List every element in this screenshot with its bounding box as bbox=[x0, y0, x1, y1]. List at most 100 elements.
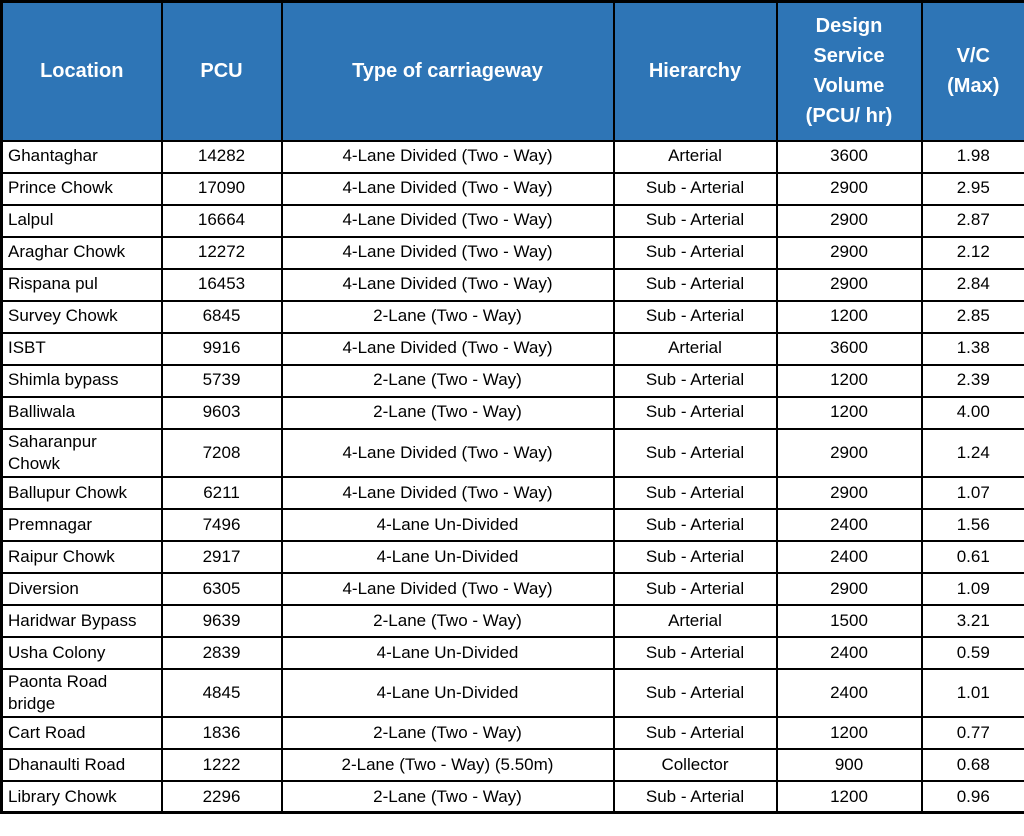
cell-vc-max: 2.95 bbox=[920, 171, 1024, 206]
cell-pcu: 2839 bbox=[160, 635, 283, 670]
cell-pcu: 16664 bbox=[160, 203, 283, 238]
cell-design-service-volume: 1200 bbox=[775, 299, 923, 334]
cell-pcu: 14282 bbox=[160, 139, 283, 174]
cell-location: Usha Colony bbox=[0, 635, 163, 670]
header-row: Location PCU Type of carriageway Hierarc… bbox=[0, 0, 1024, 142]
cell-hierarchy: Arterial bbox=[612, 139, 778, 174]
cell-location: Library Chowk bbox=[0, 779, 163, 814]
cell-design-service-volume: 2900 bbox=[775, 171, 923, 206]
column-header-pcu: PCU bbox=[160, 0, 283, 142]
cell-vc-max: 4.00 bbox=[920, 395, 1024, 430]
cell-design-service-volume: 2900 bbox=[775, 235, 923, 270]
cell-vc-max: 3.21 bbox=[920, 603, 1024, 638]
cell-vc-max: 2.84 bbox=[920, 267, 1024, 302]
table-row: Usha Colony 2839 4-Lane Un-Divided Sub - Ar… bbox=[0, 635, 1024, 670]
cell-hierarchy: Sub - Arterial bbox=[612, 715, 778, 750]
table-row: Raipur Chowk 2917 4-Lane Un-Divided Sub - A… bbox=[0, 539, 1024, 574]
cell-pcu: 6211 bbox=[160, 475, 283, 510]
cell-location: Survey Chowk bbox=[0, 299, 163, 334]
table-row: Ghantaghar 14282 4-Lane Divided (Two - Way… bbox=[0, 139, 1024, 174]
table-row: Saharanpur Chowk 7208 4-Lane Divided (Two … bbox=[0, 427, 1024, 478]
cell-vc-max: 0.59 bbox=[920, 635, 1024, 670]
cell-location: Balliwala bbox=[0, 395, 163, 430]
cell-pcu: 4845 bbox=[160, 667, 283, 718]
cell-carriageway: 2-Lane (Two - Way) bbox=[280, 363, 615, 398]
cell-hierarchy: Sub - Arterial bbox=[612, 363, 778, 398]
cell-hierarchy: Arterial bbox=[612, 331, 778, 366]
table-body: Ghantaghar 14282 4-Lane Divided (Two - Way… bbox=[0, 139, 1024, 814]
cell-carriageway: 4-Lane Divided (Two - Way) bbox=[280, 171, 615, 206]
cell-pcu: 2296 bbox=[160, 779, 283, 814]
cell-location: Ballupur Chowk bbox=[0, 475, 163, 510]
cell-vc-max: 2.12 bbox=[920, 235, 1024, 270]
cell-vc-max: 0.77 bbox=[920, 715, 1024, 750]
cell-pcu: 2917 bbox=[160, 539, 283, 574]
cell-design-service-volume: 3600 bbox=[775, 139, 923, 174]
cell-pcu: 9603 bbox=[160, 395, 283, 430]
table-row: Survey Chowk 6845 2-Lane (Two - Way) Sub - … bbox=[0, 299, 1024, 334]
cell-design-service-volume: 1500 bbox=[775, 603, 923, 638]
table-row: Library Chowk 2296 2-Lane (Two - Way) Sub -… bbox=[0, 779, 1024, 814]
cell-pcu: 9639 bbox=[160, 603, 283, 638]
cell-pcu: 9916 bbox=[160, 331, 283, 366]
cell-location: Araghar Chowk bbox=[0, 235, 163, 270]
cell-hierarchy: Sub - Arterial bbox=[612, 235, 778, 270]
cell-pcu: 1222 bbox=[160, 747, 283, 782]
cell-pcu: 5739 bbox=[160, 363, 283, 398]
cell-vc-max: 0.68 bbox=[920, 747, 1024, 782]
cell-hierarchy: Sub - Arterial bbox=[612, 539, 778, 574]
cell-pcu: 12272 bbox=[160, 235, 283, 270]
cell-carriageway: 2-Lane (Two - Way) bbox=[280, 299, 615, 334]
cell-carriageway: 2-Lane (Two - Way) bbox=[280, 715, 615, 750]
table-row: Diversion 6305 4-Lane Divided (Two - Way) S… bbox=[0, 571, 1024, 606]
cell-design-service-volume: 1200 bbox=[775, 779, 923, 814]
cell-vc-max: 1.01 bbox=[920, 667, 1024, 718]
table-row: Haridwar Bypass 9639 2-Lane (Two - Way) Art… bbox=[0, 603, 1024, 638]
cell-vc-max: 1.24 bbox=[920, 427, 1024, 478]
cell-location: Shimla bypass bbox=[0, 363, 163, 398]
cell-location: Cart Road bbox=[0, 715, 163, 750]
cell-hierarchy: Sub - Arterial bbox=[612, 299, 778, 334]
cell-location: Raipur Chowk bbox=[0, 539, 163, 574]
cell-design-service-volume: 2900 bbox=[775, 203, 923, 238]
cell-design-service-volume: 2900 bbox=[775, 475, 923, 510]
cell-location: Dhanaulti Road bbox=[0, 747, 163, 782]
table-row: Shimla bypass 5739 2-Lane (Two - Way) Sub -… bbox=[0, 363, 1024, 398]
cell-hierarchy: Sub - Arterial bbox=[612, 475, 778, 510]
cell-hierarchy: Sub - Arterial bbox=[612, 267, 778, 302]
cell-carriageway: 4-Lane Divided (Two - Way) bbox=[280, 235, 615, 270]
cell-design-service-volume: 900 bbox=[775, 747, 923, 782]
cell-location: Paonta Road bridge bbox=[0, 667, 163, 718]
cell-design-service-volume: 2400 bbox=[775, 507, 923, 542]
table-row: Prince Chowk 17090 4-Lane Divided (Two - W… bbox=[0, 171, 1024, 206]
cell-hierarchy: Sub - Arterial bbox=[612, 507, 778, 542]
cell-design-service-volume: 1200 bbox=[775, 395, 923, 430]
cell-design-service-volume: 1200 bbox=[775, 715, 923, 750]
cell-vc-max: 1.98 bbox=[920, 139, 1024, 174]
table-row: ISBT 9916 4-Lane Divided (Two - Way) Arteri… bbox=[0, 331, 1024, 366]
cell-carriageway: 4-Lane Divided (Two - Way) bbox=[280, 331, 615, 366]
cell-pcu: 1836 bbox=[160, 715, 283, 750]
cell-design-service-volume: 3600 bbox=[775, 331, 923, 366]
cell-vc-max: 2.39 bbox=[920, 363, 1024, 398]
column-header-carriageway: Type of carriageway bbox=[280, 0, 615, 142]
cell-carriageway: 4-Lane Divided (Two - Way) bbox=[280, 475, 615, 510]
cell-carriageway: 4-Lane Divided (Two - Way) bbox=[280, 571, 615, 606]
table-row: Araghar Chowk 12272 4-Lane Divided (Two - … bbox=[0, 235, 1024, 270]
cell-vc-max: 1.07 bbox=[920, 475, 1024, 510]
cell-location: Lalpul bbox=[0, 203, 163, 238]
cell-pcu: 6305 bbox=[160, 571, 283, 606]
cell-design-service-volume: 2400 bbox=[775, 667, 923, 718]
cell-hierarchy: Sub - Arterial bbox=[612, 635, 778, 670]
cell-pcu: 7496 bbox=[160, 507, 283, 542]
cell-hierarchy: Sub - Arterial bbox=[612, 171, 778, 206]
cell-vc-max: 0.61 bbox=[920, 539, 1024, 574]
cell-vc-max: 2.85 bbox=[920, 299, 1024, 334]
cell-carriageway: 4-Lane Divided (Two - Way) bbox=[280, 203, 615, 238]
cell-location: Prince Chowk bbox=[0, 171, 163, 206]
column-header-vc-max: V/C (Max) bbox=[920, 0, 1024, 142]
cell-design-service-volume: 2400 bbox=[775, 635, 923, 670]
cell-carriageway: 4-Lane Un-Divided bbox=[280, 539, 615, 574]
cell-vc-max: 1.09 bbox=[920, 571, 1024, 606]
cell-hierarchy: Sub - Arterial bbox=[612, 203, 778, 238]
